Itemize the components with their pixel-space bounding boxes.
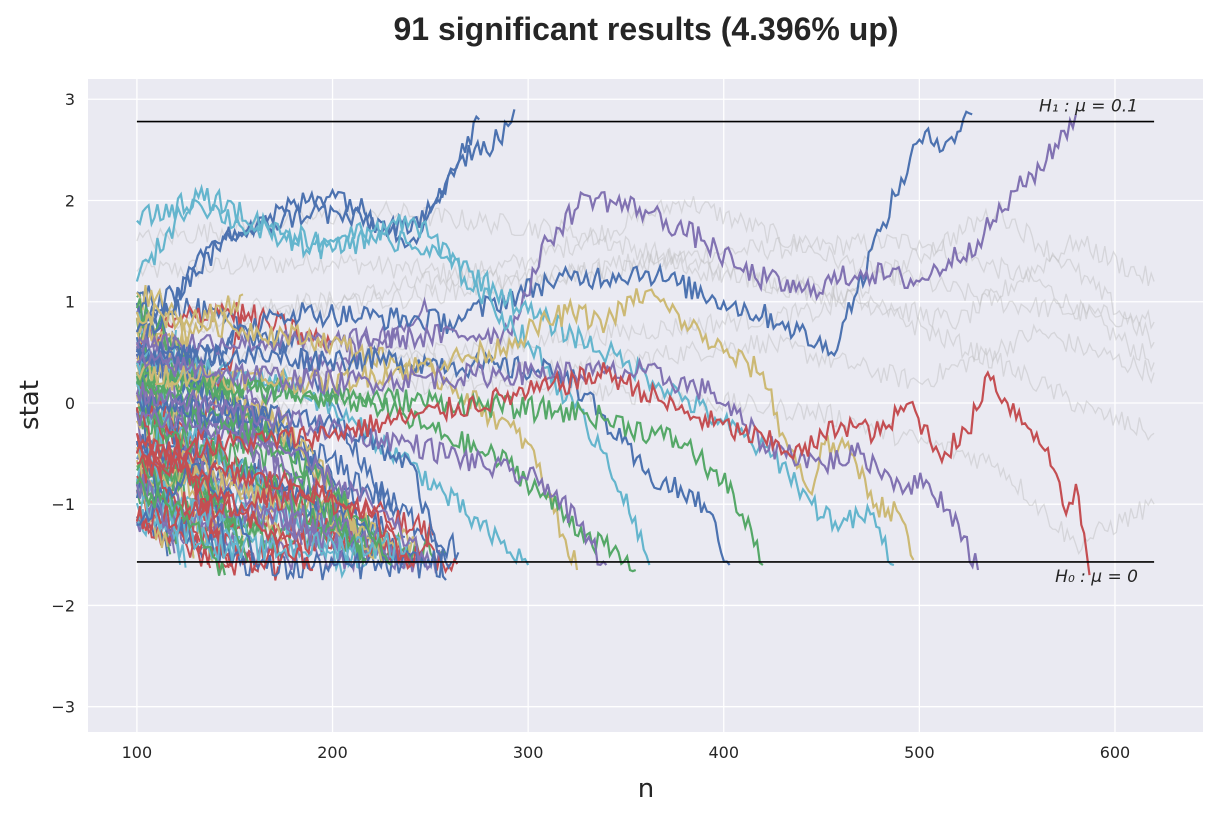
stopped-path	[135, 372, 392, 566]
stopped-path	[135, 109, 516, 333]
stopped-path	[135, 474, 226, 576]
y-tick-label: −3	[51, 698, 75, 717]
y-tick-label: 0	[65, 394, 75, 413]
x-tick-label: 100	[122, 743, 153, 762]
x-axis-label: n	[638, 774, 654, 804]
stopped-path	[135, 406, 432, 572]
boundary-label: H₀ : μ = 0	[1055, 567, 1138, 587]
x-axis-ticks: 100 200 300 400 500 600	[122, 743, 1131, 762]
cluster-path	[136, 302, 332, 353]
stopped-path	[136, 110, 973, 383]
cluster-path	[135, 479, 434, 548]
x-tick-label: 300	[513, 743, 544, 762]
faded-path	[136, 249, 1155, 441]
stopped-path	[135, 300, 579, 571]
faded-path	[136, 199, 1155, 330]
y-tick-label: −1	[51, 495, 75, 514]
cluster-path	[135, 508, 453, 581]
boundary-label: H₁ : μ = 0.1	[1039, 97, 1138, 117]
stopped-path	[136, 450, 412, 571]
y-axis-ticks: −3 −2 −1 0 1 2 3	[51, 90, 75, 716]
y-tick-label: 2	[65, 191, 75, 210]
faded-path	[136, 196, 1155, 330]
stopped-path	[135, 114, 1077, 356]
cluster-path	[135, 335, 303, 546]
x-tick-label: 400	[708, 743, 739, 762]
faded-path	[136, 323, 1155, 389]
chart-title: 91 significant results (4.396% up)	[393, 11, 898, 47]
stopped-path	[135, 433, 314, 572]
cluster-path	[136, 454, 249, 563]
x-tick-label: 600	[1100, 743, 1131, 762]
x-tick-label: 200	[317, 743, 348, 762]
stopped-path	[135, 362, 1091, 576]
faded-path	[136, 232, 1155, 373]
highlighted-paths	[135, 109, 1091, 581]
faded-path	[136, 373, 1155, 555]
y-tick-label: −2	[51, 596, 75, 615]
stopped-path	[135, 183, 651, 566]
x-tick-label: 500	[904, 743, 935, 762]
boundaries: H₁ : μ = 0.1 H₀ : μ = 0	[136, 97, 1155, 587]
y-tick-label: 3	[65, 90, 75, 109]
stopped-path	[136, 341, 731, 566]
y-axis-label: stat	[15, 380, 45, 430]
stopped-path	[136, 191, 895, 567]
y-tick-label: 1	[65, 293, 75, 312]
stopped-path	[136, 350, 980, 571]
stopped-path	[135, 288, 915, 561]
